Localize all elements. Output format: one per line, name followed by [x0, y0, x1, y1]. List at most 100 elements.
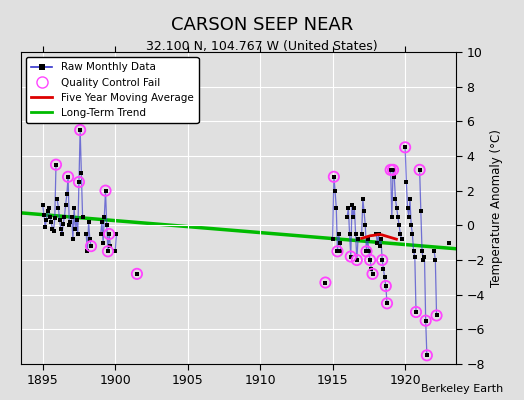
Point [73, 231, 82, 237]
Point [354, 236, 362, 242]
Point [386, 167, 395, 173]
Point [431, 257, 440, 263]
Point [332, 205, 341, 211]
Point [368, 271, 377, 277]
Point [352, 231, 360, 237]
Point [99, 240, 107, 246]
Point [336, 240, 344, 246]
Point [87, 243, 95, 249]
Point [350, 205, 358, 211]
Point [87, 243, 95, 249]
Point [432, 312, 441, 319]
Point [47, 219, 56, 225]
Point [419, 257, 428, 263]
Point [97, 219, 106, 225]
Point [58, 231, 66, 237]
Point [389, 167, 397, 173]
Point [353, 257, 361, 263]
Point [378, 257, 386, 263]
Point [133, 271, 141, 277]
Point [77, 170, 85, 176]
Point [345, 231, 354, 237]
Point [72, 217, 81, 223]
Point [411, 253, 419, 260]
Point [71, 226, 80, 232]
Point [372, 231, 380, 237]
Point [358, 196, 367, 202]
Point [105, 231, 113, 237]
Point [61, 201, 70, 208]
Point [45, 205, 53, 211]
Point [374, 231, 383, 237]
Point [367, 266, 376, 272]
Point [368, 271, 377, 277]
Point [416, 167, 424, 173]
Point [423, 352, 431, 358]
Text: 32.100 N, 104.767 W (United States): 32.100 N, 104.767 W (United States) [146, 40, 378, 53]
Point [416, 167, 424, 173]
Point [376, 243, 384, 249]
Point [378, 257, 386, 263]
Point [64, 174, 72, 180]
Point [383, 300, 391, 306]
Point [386, 167, 395, 173]
Point [405, 214, 413, 220]
Point [70, 205, 78, 211]
Point [101, 188, 110, 194]
Point [101, 188, 110, 194]
Point [337, 248, 345, 254]
Point [390, 174, 398, 180]
Text: Berkeley Earth: Berkeley Earth [421, 384, 503, 394]
Point [84, 219, 93, 225]
Point [418, 248, 426, 254]
Y-axis label: Temperature Anomaly (°C): Temperature Anomaly (°C) [490, 129, 504, 287]
Point [409, 248, 418, 254]
Point [362, 248, 370, 254]
Point [362, 248, 370, 254]
Point [401, 144, 409, 150]
Point [52, 162, 60, 168]
Point [417, 208, 425, 215]
Point [407, 222, 416, 228]
Point [366, 257, 374, 263]
Point [391, 196, 400, 202]
Point [67, 219, 75, 225]
Point [64, 174, 72, 180]
Point [76, 127, 84, 133]
Point [49, 227, 58, 234]
Point [403, 205, 412, 211]
Point [357, 231, 366, 237]
Point [104, 248, 112, 254]
Point [366, 257, 374, 263]
Point [100, 214, 108, 220]
Point [52, 162, 60, 168]
Text: CARSON SEEP NEAR: CARSON SEEP NEAR [171, 16, 353, 34]
Point [48, 226, 57, 232]
Point [83, 248, 92, 254]
Point [381, 283, 390, 289]
Point [40, 212, 48, 218]
Point [343, 214, 351, 220]
Point [79, 214, 87, 220]
Point [383, 300, 391, 306]
Point [111, 248, 119, 254]
Point [69, 236, 77, 242]
Point [106, 243, 115, 249]
Point [397, 236, 406, 242]
Point [395, 222, 403, 228]
Point [379, 266, 388, 272]
Point [412, 309, 420, 315]
Point [344, 205, 353, 211]
Point [402, 179, 410, 185]
Point [421, 318, 430, 324]
Point [333, 248, 342, 254]
Point [377, 236, 385, 242]
Point [380, 274, 389, 280]
Point [75, 179, 83, 185]
Point [57, 226, 65, 232]
Point [364, 236, 372, 242]
Point [104, 248, 112, 254]
Point [361, 222, 369, 228]
Point [389, 167, 397, 173]
Point [56, 217, 64, 223]
